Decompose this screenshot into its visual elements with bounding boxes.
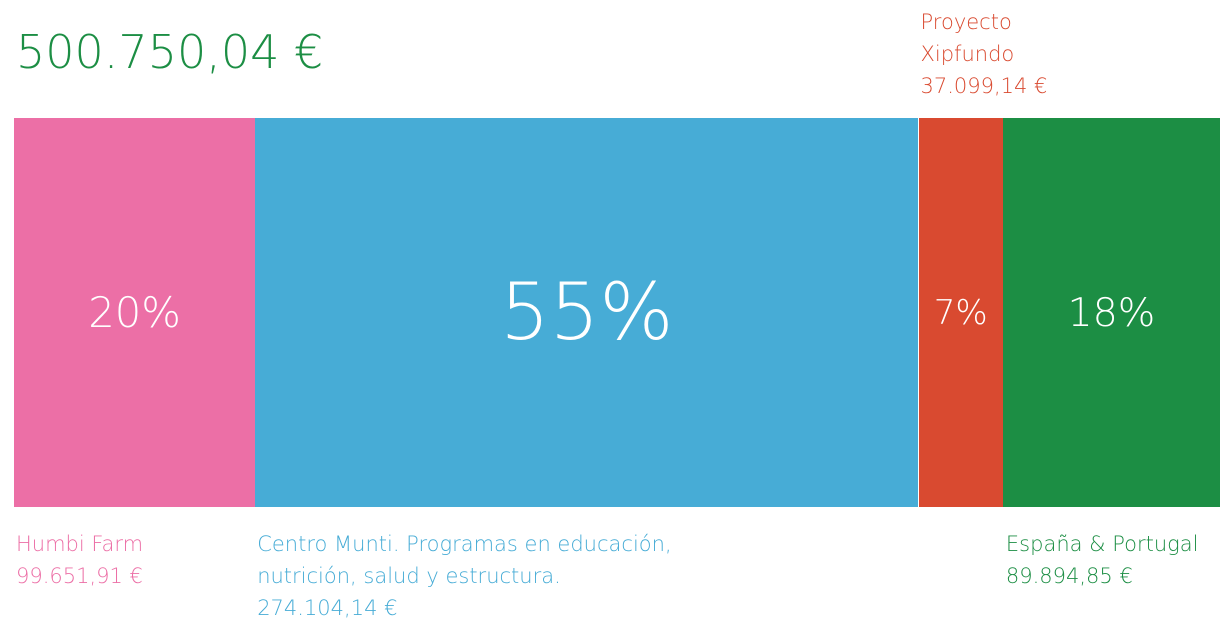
segment-label: Proyecto Xipfundo 37.099,14 € [921, 6, 1061, 102]
category-name: España & Portugal [1005, 532, 1199, 556]
amount-label: 99.651,91 € [16, 564, 143, 588]
percent-label: 18% [1067, 289, 1156, 336]
amount-label: 89.894,85 € [1005, 564, 1133, 588]
category-name: Humbi Farm [16, 532, 144, 556]
percent-label: 7% [933, 292, 988, 333]
category-name: Proyecto Xipfundo [920, 10, 1015, 66]
amount-label: 37.099,14 € [920, 74, 1048, 98]
percent-label: 20% [88, 288, 181, 337]
category-name: Centro Munti. Programas en educación, nu… [257, 532, 672, 588]
bar-segment: 18% [1002, 118, 1220, 507]
segment-label: Centro Munti. Programas en educación, nu… [257, 528, 737, 624]
segment-label: Humbi Farm 99.651,91 € [16, 528, 257, 592]
bar-segment: 7% [918, 118, 1003, 507]
segment-label: España & Portugal 89.894,85 € [1006, 528, 1220, 592]
bar-segment: 20% [14, 118, 256, 507]
bar-segment: 55% [255, 118, 919, 507]
total-title: 500.750,04 € [16, 25, 324, 79]
percent-label: 55% [500, 267, 674, 358]
amount-label: 274.104,14 € [257, 596, 398, 620]
